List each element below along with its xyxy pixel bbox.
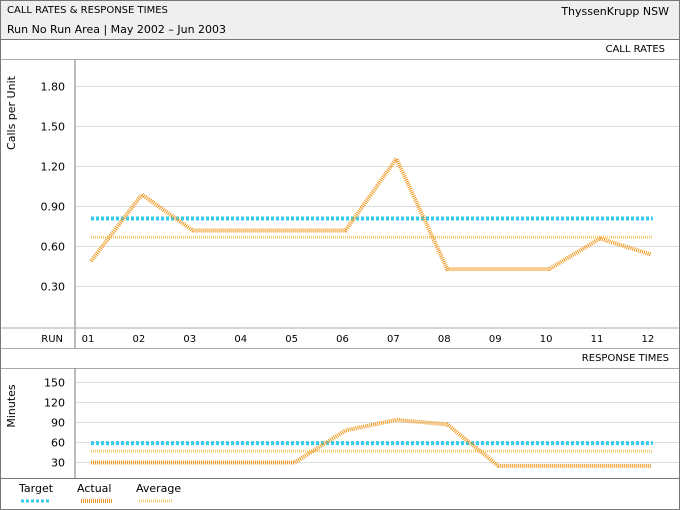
response-times-ytick-label: 90 [51,416,65,429]
call-rates-xtick-label: 12 [642,334,655,345]
legend-swatches [21,499,173,503]
call-rates-xlabel: RUN [41,334,63,345]
call-rates-ytick-label: 0.30 [41,281,66,294]
legend-label-average: Average [136,482,182,495]
call-rates-xtick-label: 07 [387,334,400,345]
response-times-ytick-label: 120 [44,396,65,409]
call-rates-ytick-label: 0.90 [41,201,66,214]
call-rates-xtick-label: 11 [591,334,604,345]
call-rates-xtick-label: 05 [285,334,298,345]
call-rates-ytick-label: 0.60 [41,241,66,254]
call-rates-xtick-label: 01 [82,334,95,345]
call-rates-xtick-label: 06 [336,334,349,345]
call-rates-xtick-label: 04 [234,334,247,345]
call-rates-xtick-label: 03 [183,334,196,345]
call-rates-ytick-label: 1.50 [41,121,66,134]
response-times-ytick-label: 150 [44,376,65,389]
report-subtitle: Run No Run Area | May 2002 – Jun 2003 [7,23,227,36]
response-times-section-header: RESPONSE TIMES [1,348,679,369]
company-name: ThyssenKrupp NSW [561,5,669,18]
response-times-ylabel: Minutes [5,384,18,428]
call-rates-title: CALL RATES [605,44,665,55]
call-rates-series-actual [89,154,652,272]
call-rates-section-header: CALL RATES [1,40,679,60]
response-times-ytick-label: 30 [51,456,65,469]
legend: Target Actual Average [1,478,679,510]
call-rates-xtick-label: 08 [438,334,451,345]
call-rates-ytick-label: 1.80 [41,81,66,94]
call-rates-xtick-label: 09 [489,334,502,345]
call-rates-xtick-label: 10 [540,334,553,345]
report-title: CALL RATES & RESPONSE TIMES [7,5,168,16]
response-times-title: RESPONSE TIMES [581,353,669,364]
call-rates-xtick-label: 02 [133,334,146,345]
response-times-ytick-label: 60 [51,436,65,449]
report-header: CALL RATES & RESPONSE TIMES ThyssenKrupp… [1,1,679,40]
call-rates-ytick-label: 1.20 [41,161,66,174]
call-rates-ylabel: Calls per Unit [5,75,18,150]
legend-label-actual: Actual [77,482,112,495]
legend-label-target: Target [19,482,54,495]
